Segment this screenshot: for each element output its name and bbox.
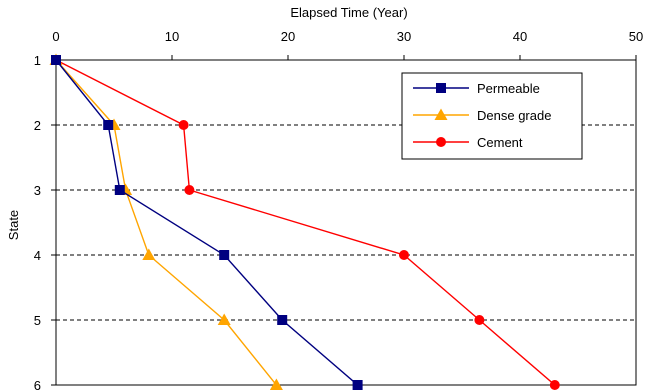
x-tick-label: 30: [397, 29, 411, 44]
permeable-point: [352, 380, 363, 390]
permeable-point: [103, 120, 114, 130]
cement-point: [549, 380, 560, 390]
x-tick-label: 50: [629, 29, 643, 44]
y-tick-label: 2: [34, 118, 41, 133]
y-tick-label: 6: [34, 378, 41, 392]
y-axis-title: State: [6, 210, 21, 240]
legend-label-permeable: Permeable: [477, 81, 540, 96]
y-tick-label: 4: [34, 248, 41, 263]
dense-grade-point: [142, 248, 156, 260]
y-tick-label: 3: [34, 183, 41, 198]
legend-label-dense-grade: Dense grade: [477, 108, 551, 123]
permeable-point: [51, 55, 61, 65]
legend-marker-dense-grade: [434, 108, 448, 120]
cement-point: [178, 120, 189, 130]
x-tick-label: 10: [165, 29, 179, 44]
cement-point: [474, 315, 485, 325]
x-tick-label: 20: [281, 29, 295, 44]
permeable-point: [219, 250, 230, 260]
legend-label-cement: Cement: [477, 135, 523, 150]
dense-grade-point: [217, 313, 231, 325]
legend-marker-permeable: [436, 83, 446, 93]
legend: Permeable Dense grade Cement: [401, 72, 583, 160]
y-tick-label: 5: [34, 313, 41, 328]
y-tick-label: 1: [34, 53, 41, 68]
cement-line: [55, 59, 556, 386]
permeable-line: [55, 59, 359, 386]
x-axis-title: Elapsed Time (Year): [290, 5, 407, 20]
dense-grade-line: [55, 59, 277, 386]
permeable-point: [114, 185, 125, 195]
permeable-point: [277, 315, 288, 325]
legend-marker-cement: [436, 137, 446, 147]
x-tick-label: 40: [513, 29, 527, 44]
plot-area: [55, 59, 637, 386]
cement-point: [184, 185, 195, 195]
x-tick-label: 0: [52, 29, 59, 44]
cement-point: [399, 250, 409, 260]
dense-grade-point: [269, 378, 283, 390]
